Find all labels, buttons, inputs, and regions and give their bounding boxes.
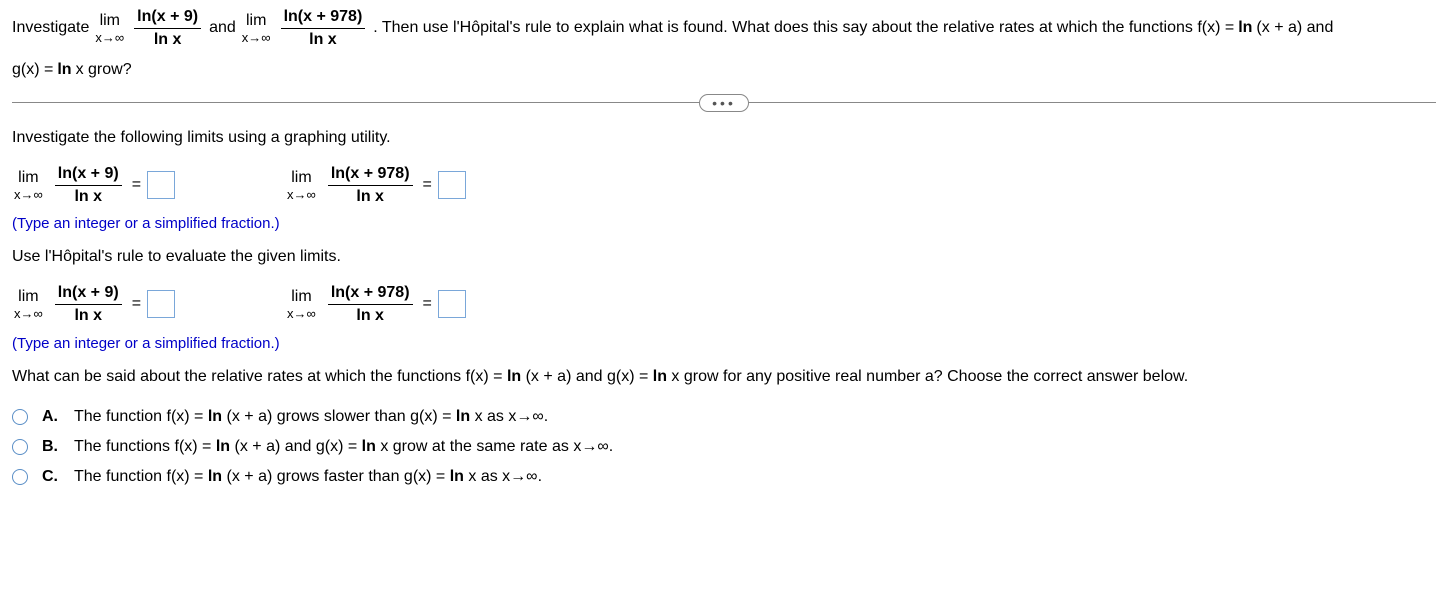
- choice-c[interactable]: C. The function f(x) = ln (x + a) grows …: [12, 468, 1436, 486]
- lhop-limit-1: lim x→∞ ln(x + 9) ln x =: [12, 284, 175, 324]
- answer-input-3[interactable]: [147, 290, 175, 318]
- limit-notation-g1: lim x→∞: [14, 170, 43, 201]
- and-text: and: [209, 16, 236, 40]
- equals-g1: =: [132, 176, 141, 194]
- question-statement: Investigate lim x→∞ ln(x + 9) ln x and l…: [12, 8, 1436, 82]
- lhop-limits-row: lim x→∞ ln(x + 9) ln x = lim x→∞ ln(x + …: [12, 284, 1436, 324]
- section-lhop: Use l'Hôpital's rule to evaluate the giv…: [12, 248, 1436, 266]
- fraction-1: ln(x + 9) ln x: [134, 8, 201, 48]
- choice-text-b: The functions f(x) = ln (x + a) and g(x)…: [74, 438, 613, 456]
- equals-l2: =: [423, 295, 432, 313]
- fraction-2: ln(x + 978) ln x: [281, 8, 366, 48]
- equals-l1: =: [132, 295, 141, 313]
- answer-input-2[interactable]: [438, 171, 466, 199]
- intro-text: Investigate: [12, 16, 89, 40]
- limit-notation-1: lim x→∞: [95, 13, 124, 44]
- radio-c[interactable]: [12, 469, 28, 485]
- mc-question-text: What can be said about the relative rate…: [12, 368, 1188, 385]
- tail-text: . Then use l'Hôpital's rule to explain w…: [373, 16, 1234, 40]
- expand-button[interactable]: •••: [699, 94, 749, 112]
- choice-letter-a: A.: [42, 408, 60, 426]
- hint-2: (Type an integer or a simplified fractio…: [12, 335, 1436, 352]
- divider: •••: [12, 102, 1436, 103]
- radio-b[interactable]: [12, 439, 28, 455]
- mc-question: What can be said about the relative rate…: [12, 368, 1436, 386]
- gx-arg: x grow?: [76, 58, 132, 82]
- answer-input-4[interactable]: [438, 290, 466, 318]
- graph-limit-1: lim x→∞ ln(x + 9) ln x =: [12, 165, 175, 205]
- limit-notation-g2: lim x→∞: [287, 170, 316, 201]
- section-investigate: Investigate the following limits using a…: [12, 129, 1436, 147]
- fx-arg: (x + a) and: [1256, 16, 1333, 40]
- graphing-limits-row: lim x→∞ ln(x + 9) ln x = lim x→∞ ln(x + …: [12, 165, 1436, 205]
- limit-notation-2: lim x→∞: [242, 13, 271, 44]
- hint-1: (Type an integer or a simplified fractio…: [12, 215, 1436, 232]
- answer-input-1[interactable]: [147, 171, 175, 199]
- lhop-limit-2: lim x→∞ ln(x + 978) ln x =: [285, 284, 466, 324]
- fraction-l2: ln(x + 978) ln x: [328, 284, 413, 324]
- graph-limit-2: lim x→∞ ln(x + 978) ln x =: [285, 165, 466, 205]
- choice-b[interactable]: B. The functions f(x) = ln (x + a) and g…: [12, 438, 1436, 456]
- radio-a[interactable]: [12, 409, 28, 425]
- choice-text-c: The function f(x) = ln (x + a) grows fas…: [74, 468, 542, 486]
- fx-bold: ln: [1238, 16, 1252, 40]
- fraction-l1: ln(x + 9) ln x: [55, 284, 122, 324]
- fraction-g2: ln(x + 978) ln x: [328, 165, 413, 205]
- gx-bold: ln: [57, 58, 71, 82]
- choice-letter-b: B.: [42, 438, 60, 456]
- limit-notation-l1: lim x→∞: [14, 289, 43, 320]
- equals-g2: =: [423, 176, 432, 194]
- choice-letter-c: C.: [42, 468, 60, 486]
- gx-text: g(x) =: [12, 58, 53, 82]
- fraction-g1: ln(x + 9) ln x: [55, 165, 122, 205]
- limit-notation-l2: lim x→∞: [287, 289, 316, 320]
- choice-a[interactable]: A. The function f(x) = ln (x + a) grows …: [12, 408, 1436, 426]
- choice-text-a: The function f(x) = ln (x + a) grows slo…: [74, 408, 548, 426]
